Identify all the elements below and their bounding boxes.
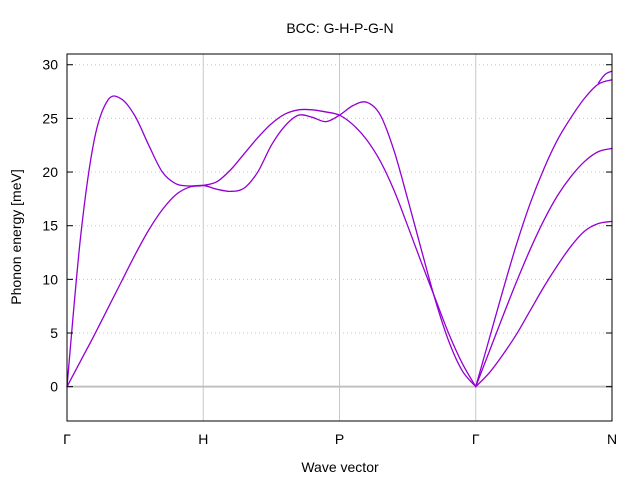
x-tick-label: H [198,431,208,447]
chart-title: BCC: G-H-P-G-N [286,20,393,36]
series-line-4 [475,147,613,388]
x-tick-label: Γ [472,431,480,447]
x-axis-label: Wave vector [301,459,379,475]
y-tick-label: 15 [42,218,58,234]
series-line-1 [66,95,477,388]
y-tick-label: 10 [42,271,58,287]
series-line-3 [475,79,613,388]
ticks: 0 5 10 15 20 25 30 Γ H P Γ N [42,57,617,447]
y-axis-label: Phonon energy [meV] [8,169,24,304]
plot-frame [66,53,613,422]
y-tick-label: 20 [42,164,58,180]
y-tick-label: 30 [42,57,58,73]
y-tick-label: 5 [50,325,58,341]
series-line-6 [597,70,613,84]
data-layer [66,70,613,388]
y-tick-label: 25 [42,110,58,126]
x-tick-label: Γ [63,431,71,447]
x-tick-label: N [607,431,617,447]
x-tick-label: P [335,431,344,447]
y-tick-label: 0 [50,379,58,395]
series-line-2 [66,108,477,388]
series-line-5 [475,220,613,388]
grid [67,54,612,421]
